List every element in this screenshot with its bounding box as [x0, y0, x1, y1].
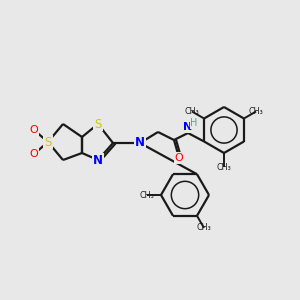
Text: N: N	[93, 154, 103, 166]
Text: CH₃: CH₃	[196, 224, 211, 232]
Text: N: N	[183, 122, 193, 132]
Text: O: O	[30, 125, 38, 135]
Text: S: S	[44, 136, 52, 148]
Text: O: O	[175, 153, 183, 163]
Text: O: O	[30, 149, 38, 159]
Text: CH₃: CH₃	[184, 107, 199, 116]
Text: H: H	[190, 118, 198, 128]
Text: N: N	[135, 136, 145, 149]
Text: CH₃: CH₃	[249, 107, 263, 116]
Text: S: S	[94, 118, 102, 130]
Text: CH₃: CH₃	[217, 163, 231, 172]
Text: CH₃: CH₃	[140, 190, 154, 200]
